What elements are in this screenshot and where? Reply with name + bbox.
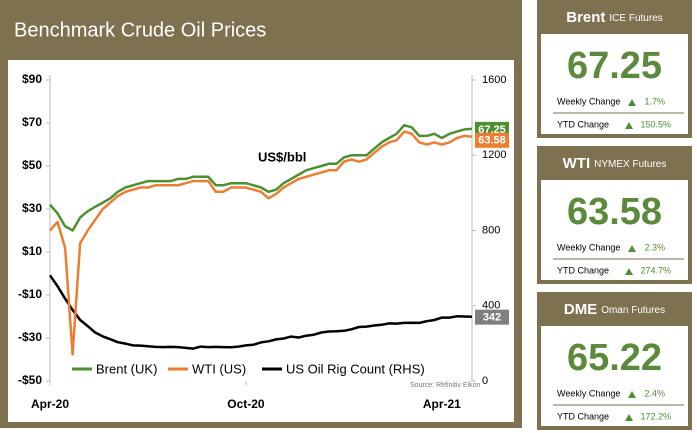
end-value-box: [475, 309, 509, 325]
y-tick-label: $10: [22, 244, 42, 258]
y2-tick-label: 1200: [482, 149, 506, 161]
y-tick-label: -$10: [18, 287, 42, 301]
weekly-label: Weekly Change: [557, 96, 620, 106]
up-arrow: [625, 122, 633, 129]
card-exchange: ICE Futures: [609, 13, 662, 24]
weekly-label: Weekly Change: [557, 388, 620, 398]
y-tick-label: $90: [22, 72, 42, 86]
end-value-box: [475, 132, 509, 148]
card-exchange: NYMEX Futures: [594, 159, 666, 170]
card-body: [541, 34, 688, 134]
ytd-value: 172.2%: [640, 411, 671, 421]
y-tick-label: -$30: [18, 330, 42, 344]
chart-title: Benchmark Crude Oil Prices: [14, 19, 266, 41]
weekly-label: Weekly Change: [557, 242, 620, 252]
end-value-label: 342: [483, 312, 501, 324]
card-exchange: Oman Futures: [601, 305, 665, 316]
y-tick-label: $50: [22, 158, 42, 172]
x-tick-label: Apr-20: [31, 397, 69, 411]
ytd-label: YTD Change: [557, 119, 609, 129]
legend-label: US Oil Rig Count (RHS): [286, 361, 425, 376]
ytd-label: YTD Change: [557, 265, 609, 275]
card-name: Brent: [566, 9, 605, 26]
x-tick-label: Oct-20: [227, 397, 265, 411]
card-price: 63.58: [567, 191, 662, 233]
y-tick-label: $30: [22, 201, 42, 215]
x-tick-label: Apr-21: [423, 397, 461, 411]
weekly-value: 2.4%: [644, 388, 665, 398]
ytd-value: 150.5%: [640, 119, 671, 129]
card-price: 67.25: [567, 45, 662, 87]
cards: Brent ICE Futures 67.25 Weekly Change 1.7% YT…: [537, 0, 692, 430]
series-line: [49, 130, 473, 356]
end-value-label: 63.58: [478, 135, 506, 147]
up-arrow: [625, 268, 633, 275]
legend-label: WTI (US): [192, 361, 246, 376]
card-title: Brent ICE Futures: [566, 9, 663, 26]
card-body: [541, 326, 688, 426]
up-arrow: [625, 414, 633, 421]
card-name: WTI: [563, 155, 591, 172]
up-arrow: [628, 245, 636, 252]
y2-tick-label: 800: [482, 224, 500, 236]
card-body: [541, 180, 688, 280]
card-title: DME Oman Futures: [564, 301, 665, 318]
up-arrow: [628, 99, 636, 106]
plot-panel: [8, 60, 514, 422]
up-arrow: [628, 391, 636, 398]
weekly-value: 1.7%: [644, 96, 665, 106]
weekly-value: 2.3%: [644, 242, 665, 252]
ytd-value: 274.7%: [640, 265, 671, 275]
card-title: WTI NYMEX Futures: [563, 155, 667, 172]
y2-tick-label: 1600: [482, 74, 506, 86]
ytd-label: YTD Change: [557, 411, 609, 421]
series-line: [48, 274, 473, 350]
y-tick-label: -$50: [18, 373, 42, 387]
legend-label: Brent (UK): [96, 361, 157, 376]
card-name: DME: [564, 301, 597, 318]
y2-tick-label: 0: [482, 375, 488, 387]
y2-tick-label: 400: [482, 300, 500, 312]
series-line: [49, 123, 473, 232]
unit-annotation: US$/bbl: [258, 149, 306, 164]
card-price: 65.22: [567, 337, 662, 379]
source: Source: Refinitiv Eikon: [410, 382, 481, 389]
y-tick-label: $70: [22, 115, 42, 129]
